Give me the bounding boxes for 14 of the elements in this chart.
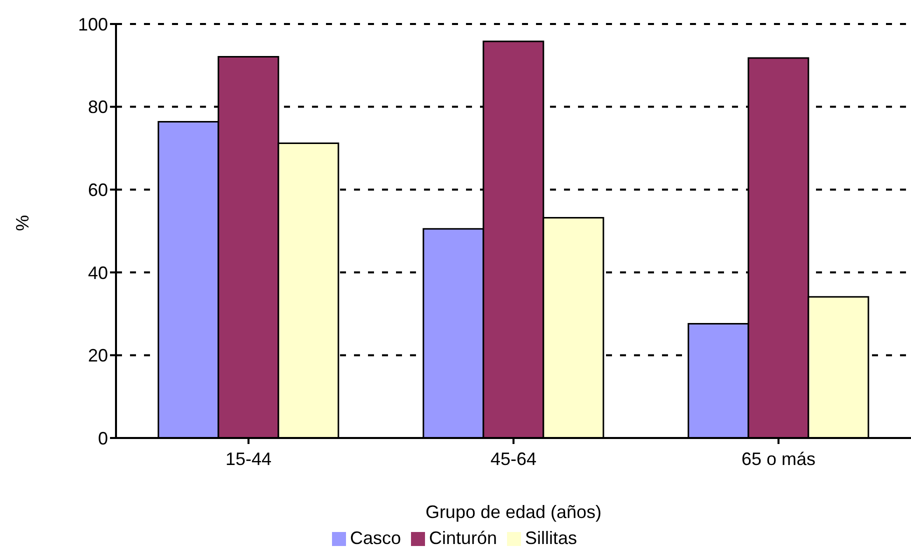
x-axis-title: Grupo de edad (años) [425, 502, 602, 522]
y-axis-title: % [12, 214, 32, 231]
legend-label: Casco [350, 528, 401, 548]
legend-label: Cinturón [428, 528, 498, 548]
y-tick-label: 60 [88, 180, 108, 200]
x-tick-label: 45-64 [490, 448, 537, 469]
y-tick-label: 40 [88, 262, 108, 283]
y-tick-label: 80 [88, 97, 108, 118]
legend-label: Sillitas [525, 528, 578, 548]
x-tick-label: 15-44 [225, 448, 272, 469]
y-tick-label: 20 [88, 346, 108, 366]
y-tick-label: 100 [78, 14, 108, 34]
x-tick-label: 65 o más [741, 448, 816, 469]
y-tick-label: 0 [98, 428, 108, 448]
